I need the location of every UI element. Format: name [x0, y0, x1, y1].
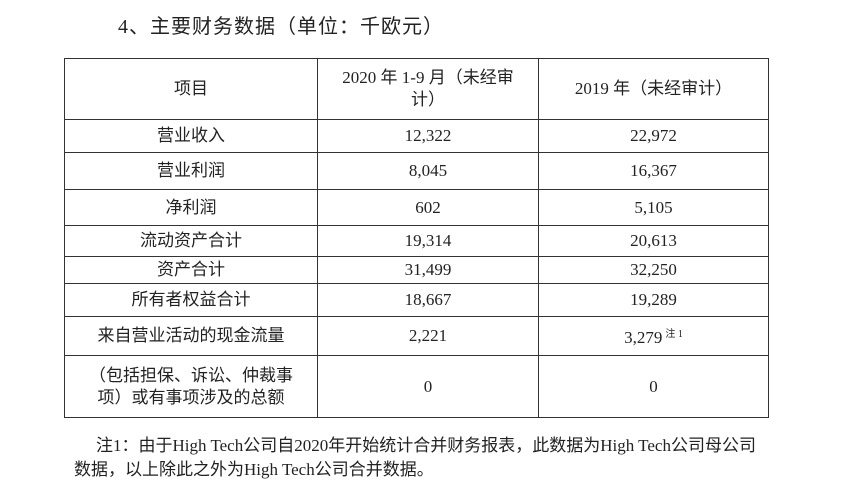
financial-table: 项目 2020 年 1-9 月（未经审计） 2019 年（未经审计） 营业收入 12,3… — [64, 58, 769, 418]
table-cell: 602 — [317, 189, 539, 226]
table-cell: 所有者权益合计 — [64, 283, 318, 317]
table-cell: 5,105 — [538, 189, 769, 226]
table-row: 营业利润 8,045 16,367 — [64, 152, 769, 190]
table-cell: 净利润 — [64, 189, 318, 226]
table-cell: 18,667 — [317, 283, 539, 317]
table-row: 营业收入 12,322 22,972 — [64, 119, 769, 153]
table-cell: 0 — [538, 355, 769, 418]
table-cell: 19,314 — [317, 225, 539, 257]
footnote: 注1：由于High Tech公司自2020年开始统计合并财务报表，此数据为Hig… — [74, 436, 756, 479]
header-row: 项目 2020 年 1-9 月（未经审计） 2019 年（未经审计） — [64, 58, 769, 120]
table-row: 来自营业活动的现金流量 2,221 3,279 注 1 — [64, 316, 769, 356]
table-cell: 16,367 — [538, 152, 769, 190]
table-cell: 营业收入 — [64, 119, 318, 153]
table-row: 资产合计 31,499 32,250 — [64, 256, 769, 284]
header-cell: 2020 年 1-9 月（未经审计） — [317, 58, 539, 120]
heading: 4、主要财务数据（单位：千欧元） — [118, 16, 444, 38]
table-cell: 32,250 — [538, 256, 769, 284]
header-cell: 项目 — [64, 58, 318, 120]
table-cell: 8,045 — [317, 152, 539, 190]
table-cell: 营业利润 — [64, 152, 318, 190]
cell-note: 注 1 — [665, 328, 683, 340]
table-cell: 来自营业活动的现金流量 — [64, 316, 318, 356]
table-cell: 流动资产合计 — [64, 225, 318, 257]
table-row: 净利润 602 5,105 — [64, 189, 769, 226]
table-cell: 19,289 — [538, 283, 769, 317]
table-row: 流动资产合计 19,314 20,613 — [64, 225, 769, 257]
table-row: 所有者权益合计 18,667 19,289 — [64, 283, 769, 317]
table-cell: 22,972 — [538, 119, 769, 153]
table-row: （包括担保、诉讼、仲裁事项）或有事项涉及的总额 0 0 — [64, 355, 769, 418]
table-cell: 31,499 — [317, 256, 539, 284]
table-cell: 3,279 注 1 — [538, 316, 769, 356]
table-cell: 资产合计 — [64, 256, 318, 284]
table-cell: 20,613 — [538, 225, 769, 257]
table-cell: （包括担保、诉讼、仲裁事项）或有事项涉及的总额 — [64, 355, 318, 418]
header-cell: 2019 年（未经审计） — [538, 58, 769, 120]
table-cell: 0 — [317, 355, 539, 418]
table-cell: 12,322 — [317, 119, 539, 153]
cell-value: 3,279 — [624, 327, 663, 347]
table-cell: 2,221 — [317, 316, 539, 356]
